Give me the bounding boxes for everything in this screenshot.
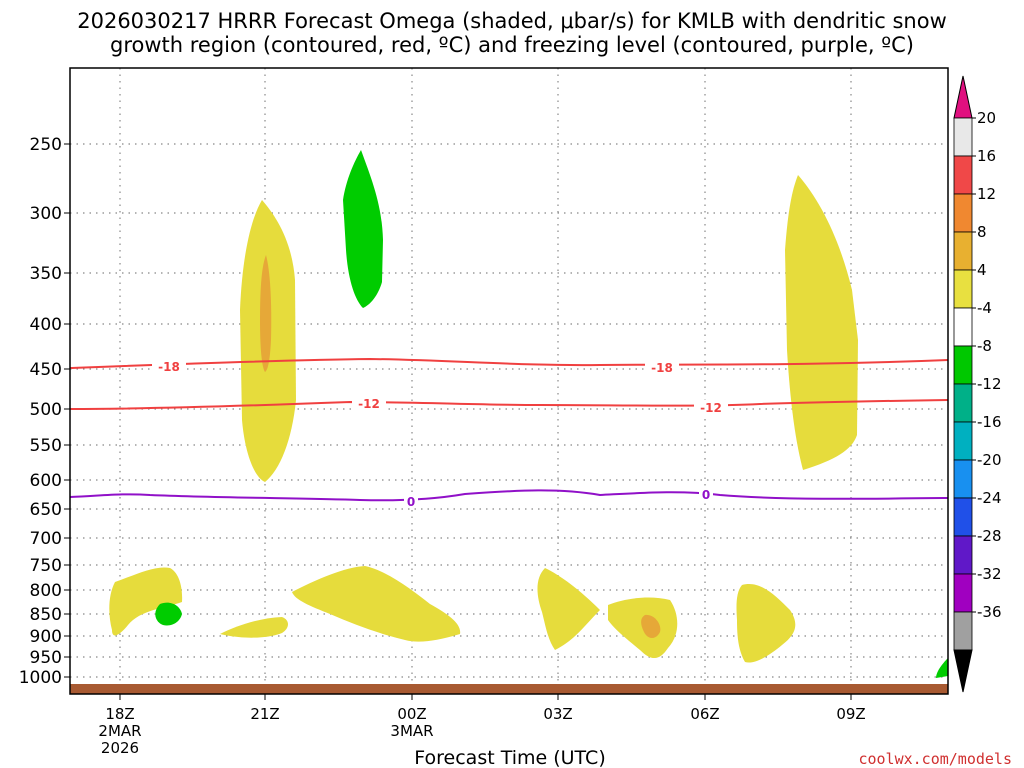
colorbar-label: 12	[977, 185, 996, 203]
omega-region-yellow-low-1	[109, 567, 183, 636]
colorbar-label: 20	[977, 109, 996, 127]
plot-frame	[69, 67, 949, 695]
y-tick-label: 400	[30, 315, 62, 335]
colorbar-swatch	[953, 231, 973, 271]
omega-region-yellow-low-6	[736, 584, 796, 663]
y-tick-label: 650	[30, 500, 62, 520]
omega-region-yellow-low-2	[220, 617, 288, 638]
colorbar-swatch	[953, 117, 973, 157]
credit-text: coolwx.com/models	[858, 750, 1012, 768]
y-tick-label: 350	[30, 264, 62, 284]
x-tick-date: 2MAR	[98, 722, 141, 740]
x-tick-label: 00Z	[397, 705, 426, 723]
y-tick-label: 950	[30, 648, 62, 668]
y-axis-ticks: 2503003504004505005506006507007508008509…	[19, 135, 70, 688]
colorbar-label: -36	[977, 603, 1002, 621]
x-tick-label: 03Z	[543, 705, 572, 723]
y-tick-label: 600	[30, 471, 62, 491]
omega-region-green-low-1	[155, 602, 182, 626]
contour-minus-12	[69, 399, 949, 410]
colorbar-swatch	[953, 421, 973, 461]
colorbar-swatch	[953, 383, 973, 423]
colorbar-label: -16	[977, 413, 1002, 431]
colorbar-swatch	[953, 459, 973, 499]
colorbar-label: 8	[977, 223, 987, 241]
y-tick-label: 850	[30, 605, 62, 625]
colorbar-label: -24	[977, 489, 1002, 507]
y-tick-label: 250	[30, 135, 62, 155]
colorbar-label: -32	[977, 565, 1002, 583]
y-tick-label: 900	[30, 627, 62, 647]
colorbar-top-arrow	[953, 75, 973, 119]
x-tick-date: 3MAR	[390, 722, 433, 740]
colorbar-swatch	[953, 345, 973, 385]
contour-freezing-level	[69, 489, 949, 502]
label-minus-12-left: -12	[358, 397, 380, 411]
omega-shading	[109, 150, 948, 678]
x-tick-label: 06Z	[690, 705, 719, 723]
label-freezing-right: 0	[702, 488, 710, 502]
y-tick-label: 1000	[19, 668, 62, 688]
label-minus-18-right: -18	[651, 361, 673, 375]
omega-region-orange-21z	[260, 255, 272, 372]
colorbar: 20 16 12 8 4 -4 -8 -12 -16 -20 -24 -28 -32 -36	[953, 75, 1002, 693]
omega-region-yellow-low-3	[292, 566, 461, 642]
contour-minus-18	[69, 357, 949, 369]
x-tick-label: 09Z	[836, 705, 865, 723]
label-freezing-left: 0	[407, 495, 415, 509]
label-minus-12-right: -12	[700, 401, 722, 415]
omega-region-yellow-low-4	[537, 568, 600, 650]
colorbar-label: 16	[977, 147, 996, 165]
y-tick-label: 750	[30, 556, 62, 576]
colorbar-swatch	[953, 497, 973, 537]
x-axis-label: Forecast Time (UTC)	[414, 747, 605, 768]
omega-region-green-2230z	[343, 150, 383, 308]
colorbar-bottom-arrow	[953, 649, 973, 693]
omega-region-green-low-2	[936, 658, 948, 678]
contour-labels: -18 -18 -12 -12 0 0	[152, 359, 728, 509]
x-tick-label: 21Z	[250, 705, 279, 723]
x-tick-year: 2026	[101, 739, 139, 757]
dgz-contours	[69, 357, 949, 410]
colorbar-swatch	[953, 193, 973, 233]
chart-title-line2: growth region (contoured, red, ºC) and f…	[110, 33, 914, 57]
omega-region-yellow-08z	[785, 175, 858, 470]
y-tick-label: 800	[30, 581, 62, 601]
colorbar-swatch	[953, 611, 973, 651]
label-minus-18-left: -18	[158, 360, 180, 374]
y-tick-label: 450	[30, 360, 62, 380]
omega-region-orange-low-5	[641, 614, 661, 638]
chart-title-line1: 2026030217 HRRR Forecast Omega (shaded, …	[77, 9, 947, 33]
colorbar-label: -12	[977, 375, 1002, 393]
y-tick-label: 500	[30, 400, 62, 420]
y-tick-label: 700	[30, 529, 62, 549]
colorbar-swatch	[953, 155, 973, 195]
colorbar-swatch	[953, 573, 973, 613]
colorbar-label: 4	[977, 261, 987, 279]
x-tick-label: 18Z	[105, 705, 134, 723]
colorbar-swatch	[953, 269, 973, 309]
y-tick-label: 300	[30, 204, 62, 224]
colorbar-label: -28	[977, 527, 1002, 545]
colorbar-swatch	[953, 307, 973, 347]
colorbar-swatch	[953, 535, 973, 575]
colorbar-label: -8	[977, 337, 992, 355]
colorbar-label: -20	[977, 451, 1002, 469]
y-tick-label: 550	[30, 436, 62, 456]
colorbar-label: -4	[977, 299, 992, 317]
terrain-strip	[70, 684, 948, 694]
